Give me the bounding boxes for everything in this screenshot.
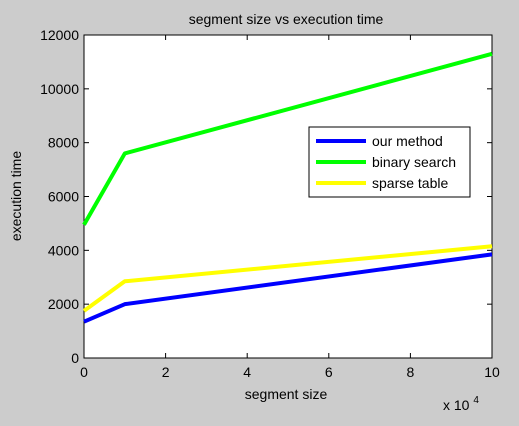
x-multiplier-label: x 10 4 [443,395,479,413]
axis-ticks [83,34,493,359]
series-lines [82,51,493,324]
x-tick-label-5: 10 [484,364,500,380]
y-axis-label: execution time [8,151,24,241]
x-multiplier-base: x 10 [443,397,470,413]
series-line-sparse-table [82,244,493,313]
x-tick-label-3: 6 [325,364,333,380]
series-line-our-method [83,252,493,324]
x-multiplier-exponent: 4 [473,395,479,406]
chart-title: segment size vs execution time [189,11,384,27]
legend: our method binary search sparse table [308,126,471,198]
y-tick-label-4: 8000 [48,135,79,151]
x-tick-label-4: 8 [407,364,415,380]
legend-label-sparse-table: sparse table [372,175,448,191]
legend-label-binary-search: binary search [372,154,456,170]
legend-label-our-method: our method [372,133,443,149]
y-tick-label-6: 12000 [40,27,79,43]
y-tick-label-0: 0 [71,350,79,366]
series-line-binary-search [82,51,493,226]
x-tick-label-0: 0 [80,364,88,380]
y-tick-label-1: 2000 [48,296,79,312]
x-axis-label: segment size [245,386,328,402]
axis-tick-labels: 0 2 4 6 8 10 0 2000 4000 6000 8000 10000 12000 [40,27,500,380]
y-tick-label-2: 4000 [48,242,79,258]
y-tick-label-3: 6000 [48,189,79,205]
x-tick-label-2: 4 [243,364,251,380]
y-tick-label-5: 10000 [40,81,79,97]
x-tick-label-1: 2 [162,364,170,380]
